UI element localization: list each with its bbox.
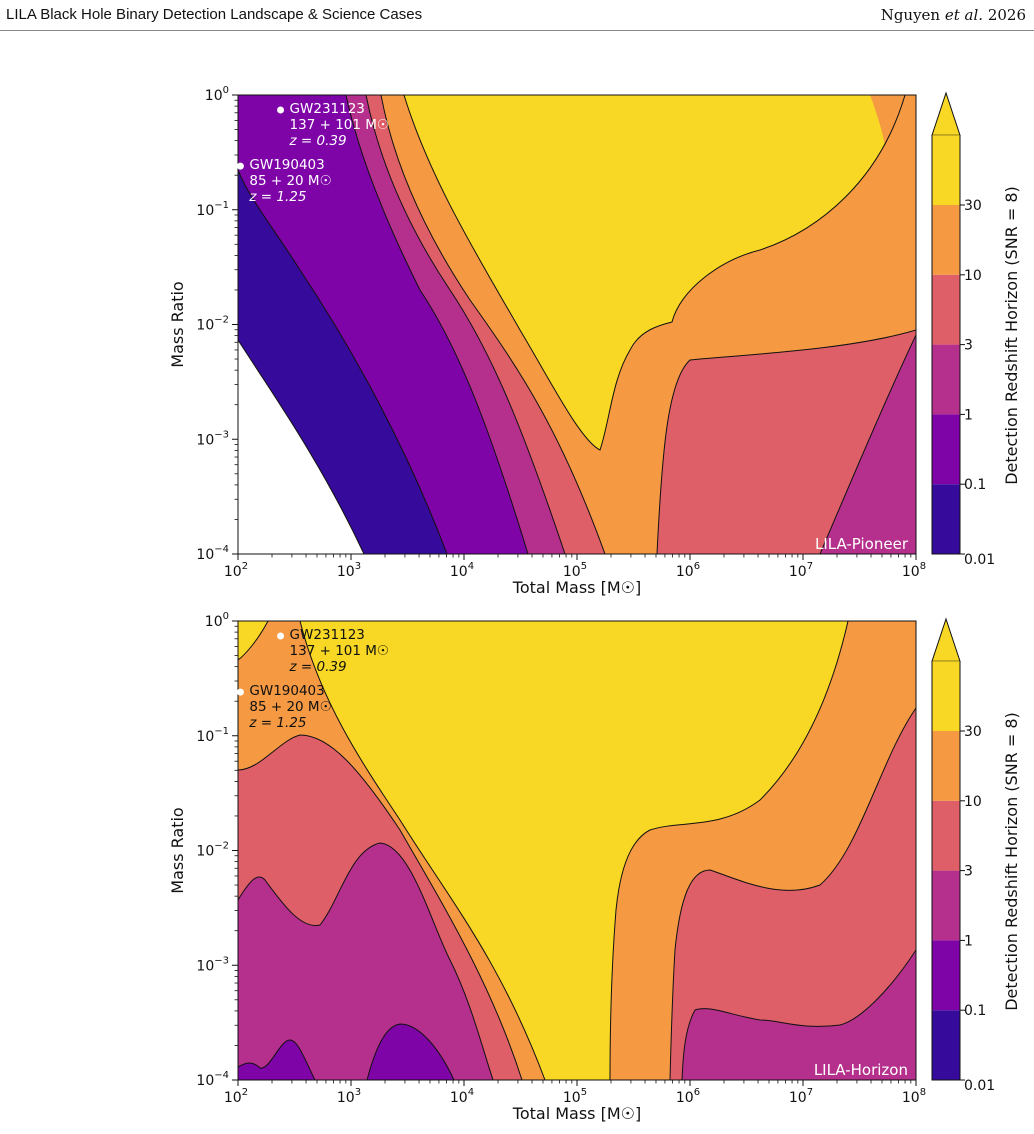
y-tick-label: 10−2	[196, 315, 229, 334]
colorbar-swatch	[932, 484, 960, 554]
x-tick-label: 106	[676, 1087, 700, 1106]
annotations-pioneer: GW231123 137 + 101 M☉ z = 0.39 GW190403 85 +…	[236, 101, 389, 205]
colorbar-swatch	[932, 344, 960, 415]
x-tick-label: 108	[902, 561, 926, 580]
colorbar-tick-label: 0.01	[964, 552, 995, 568]
colorbar-tick-label: 0.1	[964, 477, 986, 493]
y-tick-label: 100	[205, 611, 229, 630]
event-marker-gw190403	[236, 162, 244, 170]
colorbar-tick-label: 10	[964, 794, 982, 810]
colorbar-swatch	[932, 940, 960, 1011]
annotations-horizon: GW231123 137 + 101 M☉ z = 0.39 GW190403 85 +…	[236, 627, 389, 731]
x-tick-label: 103	[337, 561, 361, 580]
colorbar-tick-label: 3	[964, 864, 973, 880]
y-tick-label: 10−3	[196, 955, 229, 974]
event-label-gw231123: GW231123 137 + 101 M☉ z = 0.39	[289, 627, 389, 675]
event-label-gw190403: GW190403 85 + 20 M☉ z = 1.25	[248, 683, 331, 731]
x-tick-label: 102	[224, 1087, 248, 1106]
colorbar-tick-label: 1	[964, 407, 973, 423]
region-1-3-left-h	[238, 843, 493, 1080]
region-0.1-1-b-h	[367, 1024, 454, 1080]
colorbar-tick-label: 1	[964, 933, 973, 949]
panel-horizon: LILA-Horizon 102 103 104 105 106 107 108 100 10−…	[168, 611, 926, 1123]
running-header-author: Nguyen et al. 2026	[881, 6, 1026, 24]
colorbar-label: Detection Redshift Horizon (SNR = 8)	[1002, 712, 1021, 1011]
axes-pioneer: 102 103 104 105 106 107 108 100 10−1 10−2 10−3 10−4…	[168, 85, 926, 597]
colorbar-extend-arrow	[931, 617, 961, 662]
x-tick-label: 106	[676, 561, 700, 580]
colorbar-swatch	[932, 1010, 960, 1080]
header-rule	[0, 30, 1034, 31]
colorbar-extend-arrow	[931, 91, 961, 136]
header-etal: et al.	[944, 6, 984, 24]
y-tick-label: 10−4	[196, 544, 229, 563]
colorbar-tick-label: 10	[964, 268, 982, 284]
y-tick-label: 10−4	[196, 1070, 229, 1089]
x-tick-label: 104	[450, 561, 474, 580]
event-marker-gw231123	[277, 632, 285, 640]
y-tick-label: 10−2	[196, 841, 229, 860]
y-axis-label: Mass Ratio	[168, 807, 187, 893]
x-tick-label: 103	[337, 1087, 361, 1106]
y-axis-label: Mass Ratio	[168, 281, 187, 367]
region-below-0.01	[238, 340, 364, 554]
colorbar-swatch	[932, 870, 960, 941]
y-tick-label: 100	[205, 85, 229, 104]
panel-label-pioneer: LILA-Pioneer	[815, 535, 909, 553]
x-axis-label: Total Mass [M☉]	[512, 578, 641, 597]
axes-horizon: 102 103 104 105 106 107 108 100 10−1 10−2 10−3 10−4…	[168, 611, 926, 1123]
y-tick-label: 10−1	[196, 726, 229, 745]
header-year: 2026	[983, 6, 1026, 24]
region-0.1-1-a-h	[238, 1040, 315, 1080]
event-label-gw231123: GW231123 137 + 101 M☉ z = 0.39	[289, 101, 389, 149]
x-tick-label: 107	[789, 1087, 813, 1106]
colorbar-label: Detection Redshift Horizon (SNR = 8)	[1002, 186, 1021, 485]
colorbar-tick-label: 30	[964, 724, 982, 740]
colorbar-swatch	[932, 731, 960, 801]
colorbar-swatch	[932, 205, 960, 275]
event-marker-gw190403	[236, 688, 244, 696]
colorbar-horizon: 0.01 0.1 1 3 10 30 Detection Redshift Horizon …	[931, 617, 1021, 1094]
colorbar-swatch	[932, 414, 960, 485]
x-tick-label: 105	[563, 1087, 587, 1106]
colorbar-swatch	[932, 135, 960, 206]
region-1-3-right-h	[682, 950, 916, 1080]
colorbar-swatch	[932, 800, 960, 871]
x-tick-label: 102	[224, 561, 248, 580]
contour-lines-horizon	[238, 621, 916, 1080]
y-tick-label: 10−3	[196, 429, 229, 448]
x-tick-label: 108	[902, 1087, 926, 1106]
running-header-title: LILA Black Hole Binary Detection Landsca…	[6, 6, 423, 23]
colorbar-tick-label: 3	[964, 338, 973, 354]
region-3-10-right-h	[670, 708, 916, 1080]
y-tick-label: 10−1	[196, 200, 229, 219]
header-author-name: Nguyen	[880, 6, 945, 24]
colorbar-pioneer: 0.01 0.1 1 3 10 30 Detection Redshift Horizon …	[931, 91, 1021, 568]
x-axis-label: Total Mass [M☉]	[512, 1104, 641, 1123]
panel-pioneer: LILA-Pioneer 102 103 104 105 106 107 108 100 10−…	[168, 85, 926, 597]
contour-lines-pioneer	[238, 95, 916, 554]
event-marker-gw231123	[277, 106, 285, 114]
colorbar-tick-label: 0.1	[964, 1003, 986, 1019]
colorbar-tick-label: 30	[964, 198, 982, 214]
colorbar-swatch	[932, 274, 960, 345]
panel-label-horizon: LILA-Horizon	[814, 1061, 908, 1079]
event-label-gw190403: GW190403 85 + 20 M☉ z = 1.25	[248, 157, 331, 205]
x-tick-label: 105	[563, 561, 587, 580]
colorbar-swatch	[932, 661, 960, 732]
colorbar-tick-label: 0.01	[964, 1078, 995, 1094]
x-tick-label: 104	[450, 1087, 474, 1106]
x-tick-label: 107	[789, 561, 813, 580]
region-1-3-right	[820, 335, 916, 554]
